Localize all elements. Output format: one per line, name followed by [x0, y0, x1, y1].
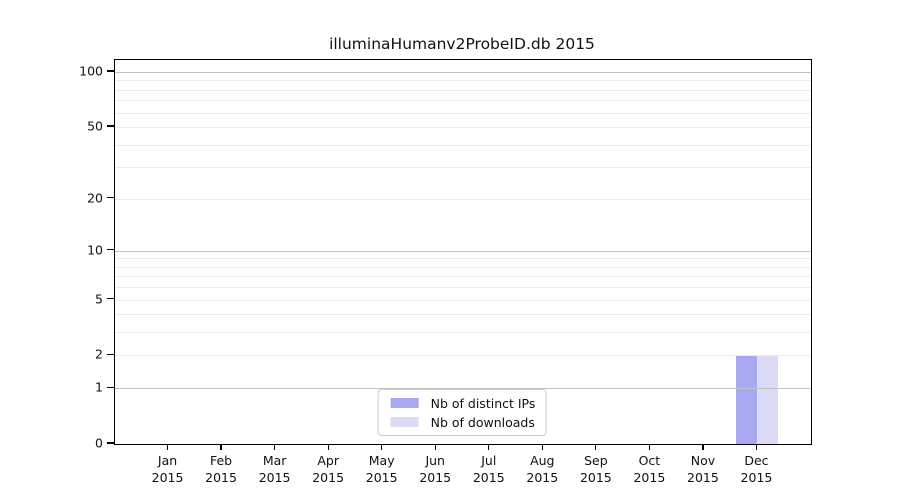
gridline-minor — [115, 80, 811, 82]
gridline-minor — [115, 144, 811, 146]
x-tick-mark — [381, 444, 383, 450]
x-tick-mark — [274, 444, 276, 450]
y-tick-label: 20 — [87, 190, 103, 206]
y-tick-mark — [107, 353, 114, 356]
x-tick-mark — [595, 444, 597, 450]
bar-downloads — [757, 355, 779, 444]
y-tick-label: 2 — [95, 346, 103, 362]
legend: Nb of distinct IPs Nb of downloads — [377, 389, 547, 436]
x-tick-mark — [327, 444, 329, 450]
y-tick-label: 0 — [95, 435, 103, 451]
bar-distinct-ips — [736, 355, 758, 444]
x-tick-mark — [648, 444, 650, 450]
x-tick-mark — [220, 444, 222, 450]
gridline-minor — [115, 332, 811, 334]
plot-area — [114, 59, 812, 445]
gridline-minor — [115, 100, 811, 102]
x-tick-label: May 2015 — [365, 453, 398, 485]
x-tick-mark — [434, 444, 436, 450]
gridline-minor — [115, 276, 811, 278]
x-tick-mark — [166, 444, 169, 450]
x-tick-label: Jun 2015 — [419, 453, 452, 485]
y-tick-label: 100 — [79, 63, 103, 79]
gridline-minor — [115, 355, 811, 357]
y-tick-label: 1 — [95, 379, 103, 395]
gridline-minor — [115, 112, 811, 114]
gridline-minor — [115, 266, 811, 268]
y-tick-label: 10 — [87, 242, 103, 258]
gridline-minor — [115, 258, 811, 260]
y-tick-mark — [107, 442, 114, 444]
y-tick-mark — [107, 386, 114, 388]
x-tick-mark — [755, 444, 758, 450]
x-tick-label: Jan 2015 — [151, 453, 184, 485]
y-tick-label: 50 — [87, 118, 103, 134]
x-tick-label: Feb 2015 — [205, 453, 237, 485]
y-tick-mark — [107, 197, 114, 199]
gridline-minor — [115, 314, 811, 316]
y-tick-mark — [107, 249, 114, 251]
x-tick-mark — [702, 444, 704, 450]
legend-label-distinct-ips: Nb of distinct IPs — [430, 395, 536, 411]
gridline-minor — [115, 127, 811, 129]
gridline-major — [115, 72, 811, 74]
gridline-minor — [115, 198, 811, 200]
x-tick-label: Apr 2015 — [312, 453, 345, 485]
x-tick-mark — [541, 444, 543, 450]
x-tick-label: Nov 2015 — [687, 453, 719, 485]
legend-label-downloads: Nb of downloads — [430, 414, 535, 430]
x-tick-mark — [488, 444, 490, 450]
gridline-minor — [115, 287, 811, 289]
x-tick-label: Mar 2015 — [258, 453, 291, 485]
x-tick-label: Sep 2015 — [579, 453, 612, 485]
y-tick-mark — [107, 297, 114, 300]
x-tick-label: Jul 2015 — [472, 453, 505, 485]
gridline-minor — [115, 299, 811, 301]
x-tick-label: Aug 2015 — [526, 453, 559, 485]
chart-title: illuminaHumanv2ProbeID.db 2015 — [329, 35, 595, 53]
y-tick-label: 5 — [95, 291, 103, 307]
y-tick-mark — [107, 125, 114, 127]
gridline-minor — [115, 89, 811, 91]
x-tick-label: Dec 2015 — [740, 453, 773, 485]
legend-swatch-downloads — [390, 417, 419, 427]
legend-swatch-distinct-ips — [390, 398, 419, 408]
gridline-major — [115, 250, 811, 252]
x-tick-label: Oct 2015 — [633, 453, 666, 485]
legend-item-downloads: Nb of downloads — [390, 414, 536, 430]
gridline-minor — [115, 167, 811, 169]
legend-item-distinct-ips: Nb of distinct IPs — [390, 395, 536, 411]
y-tick-mark — [107, 70, 114, 72]
